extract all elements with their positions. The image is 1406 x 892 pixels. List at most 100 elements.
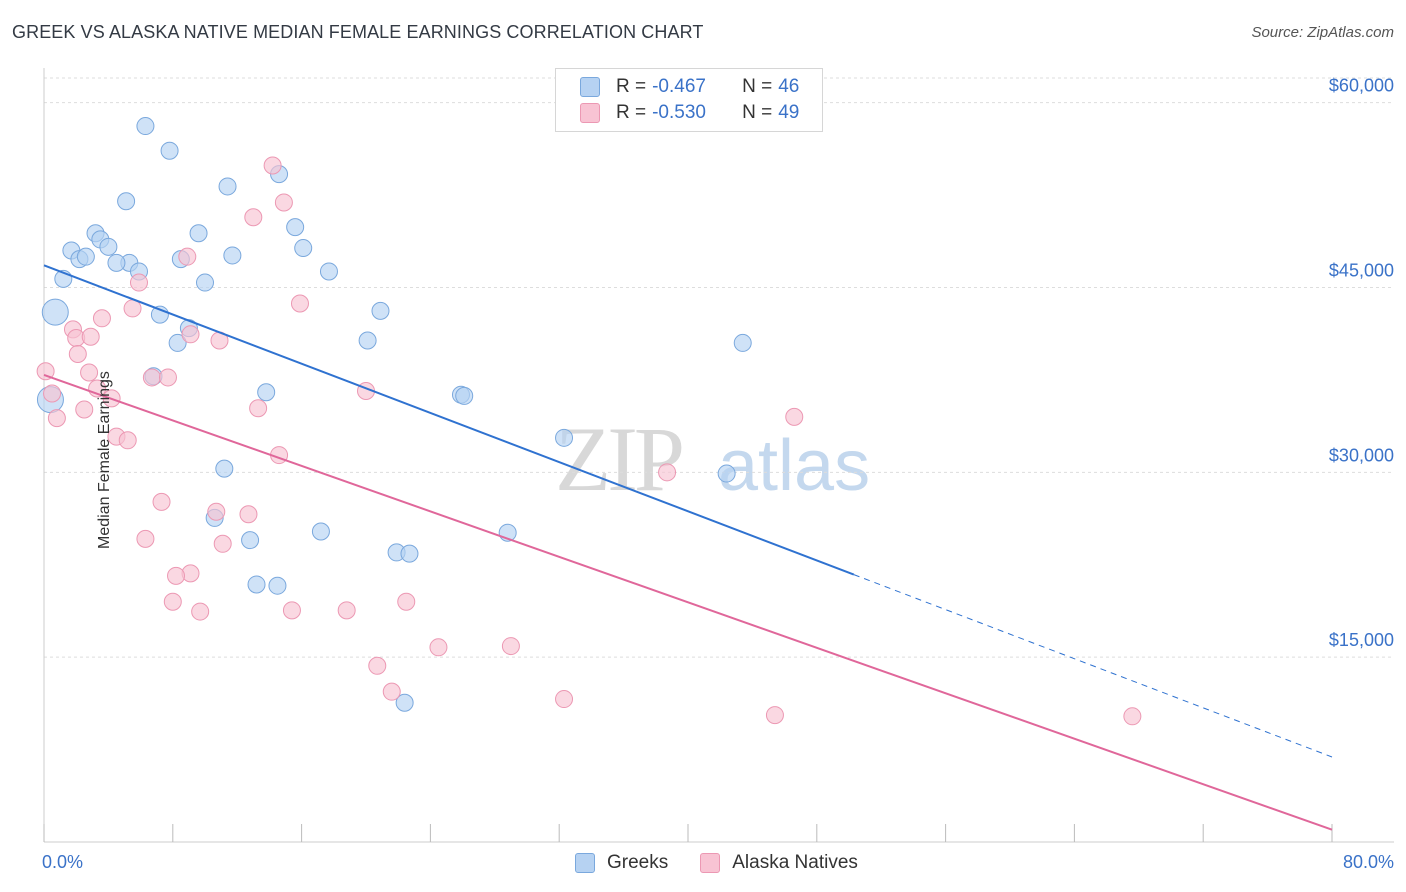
series-legend: Greeks Alaska Natives	[575, 852, 890, 874]
alaska-natives-point	[80, 363, 99, 382]
alaska-natives-point	[158, 368, 177, 387]
alaska-natives-point	[129, 273, 148, 292]
greeks-point	[257, 383, 276, 402]
alaska-natives-point	[239, 505, 258, 524]
alaska-natives-point	[163, 592, 182, 611]
legend-n-value-alaska-natives: 49	[778, 102, 800, 123]
alaska-natives-point	[368, 656, 387, 675]
greeks-point	[218, 177, 237, 196]
legend-r-label: R =	[616, 76, 647, 97]
alaska-natives-point	[337, 601, 356, 620]
series-legend-greeks: Greeks	[575, 852, 668, 874]
legend-swatch-greeks	[580, 77, 600, 97]
alaska-natives-point	[263, 156, 282, 175]
alaska-natives-point	[555, 690, 574, 709]
alaska-natives-point	[765, 706, 784, 725]
greeks-point	[400, 544, 419, 563]
alaska-natives-point	[282, 601, 301, 620]
alaska-natives-trend-line	[43, 374, 1333, 831]
alaska-natives-point	[142, 368, 161, 387]
series-label-greeks: Greeks	[607, 852, 669, 873]
alaska-natives-point	[658, 463, 677, 482]
greeks-point	[189, 224, 208, 243]
series-swatch-alaska-natives	[700, 853, 721, 873]
legend-r-label: R =	[616, 102, 647, 123]
greeks-point	[41, 298, 69, 326]
greeks-point	[117, 192, 136, 211]
greeks-point	[196, 273, 214, 292]
x-tick-label-max: 80.0%	[1343, 852, 1394, 872]
greeks-point	[107, 253, 126, 272]
alaska-natives-point	[274, 193, 293, 212]
alaska-natives-point	[785, 407, 804, 426]
alaska-natives-point	[290, 294, 309, 313]
greeks-point	[319, 262, 338, 281]
legend-n-label: N =	[742, 76, 773, 97]
watermark-zip: ZIP	[555, 408, 682, 510]
greeks-point	[455, 386, 474, 405]
greeks-point	[168, 333, 187, 352]
greeks-point	[395, 693, 414, 712]
legend-r-value-greeks: -0.467	[652, 76, 706, 97]
series-label-alaska-natives: Alaska Natives	[732, 852, 858, 873]
alaska-natives-point	[81, 327, 100, 346]
greeks-point	[717, 464, 736, 483]
legend-n-label: N =	[742, 102, 773, 123]
greeks-point	[294, 239, 313, 258]
greeks-point	[555, 428, 574, 447]
watermark-atlas: atlas	[718, 426, 870, 506]
y-tick-label: $45,000	[1329, 260, 1394, 280]
alaska-natives-point	[1123, 707, 1142, 726]
greeks-point	[247, 575, 266, 594]
y-tick-label: $60,000	[1329, 76, 1394, 96]
alaska-natives-point	[43, 384, 62, 403]
greeks-trend-extension	[853, 574, 1333, 758]
x-tick-label-min: 0.0%	[42, 852, 83, 872]
greeks-point	[371, 301, 390, 320]
alaska-natives-point	[429, 638, 448, 657]
alaska-natives-point	[118, 431, 137, 450]
alaska-natives-point	[75, 400, 94, 419]
greeks-point	[76, 247, 95, 266]
series-swatch-greeks	[575, 853, 595, 873]
greeks-point	[215, 459, 234, 478]
alaska-natives-point	[213, 534, 232, 553]
correlation-legend: R = -0.467 N = 46 R = -0.530 N = 49	[555, 68, 823, 132]
alaska-natives-point	[68, 345, 87, 364]
series-legend-alaska-natives: Alaska Natives	[700, 852, 858, 874]
legend-row-alaska-natives: R = -0.530 N = 49	[580, 101, 799, 125]
legend-r-value-alaska-natives: -0.530	[652, 102, 706, 123]
alaska-natives-point	[152, 492, 171, 511]
alaska-natives-point	[207, 502, 226, 521]
alaska-natives-point	[178, 247, 197, 266]
greeks-point	[733, 333, 752, 352]
greeks-point	[268, 576, 287, 595]
chart-title: GREEK VS ALASKA NATIVE MEDIAN FEMALE EAR…	[12, 22, 704, 42]
alaska-natives-point	[397, 592, 416, 611]
greeks-point	[223, 246, 242, 265]
alaska-natives-point	[501, 637, 520, 656]
legend-n-value-greeks: 46	[778, 76, 800, 97]
greeks-point	[311, 522, 330, 541]
alaska-natives-point	[191, 602, 210, 621]
alaska-natives-point	[249, 399, 268, 418]
greeks-trend-line	[43, 264, 855, 576]
legend-swatch-alaska-natives	[580, 103, 600, 123]
greeks-point	[358, 331, 377, 350]
alaska-natives-point	[167, 566, 186, 585]
alaska-natives-point	[92, 309, 111, 328]
legend-row-greeks: R = -0.467 N = 46	[580, 75, 799, 99]
y-tick-label: $30,000	[1329, 445, 1394, 465]
y-tick-label: $15,000	[1329, 630, 1394, 650]
greeks-point	[160, 141, 179, 160]
greeks-point	[286, 218, 305, 237]
alaska-natives-point	[36, 362, 55, 381]
alaska-natives-point	[123, 299, 142, 318]
alaska-natives-point	[47, 409, 66, 428]
alaska-natives-point	[382, 682, 401, 701]
greeks-point	[241, 531, 260, 550]
greeks-point	[136, 117, 155, 136]
alaska-natives-point	[136, 529, 155, 548]
source-label: Source: ZipAtlas.com	[1251, 24, 1394, 41]
